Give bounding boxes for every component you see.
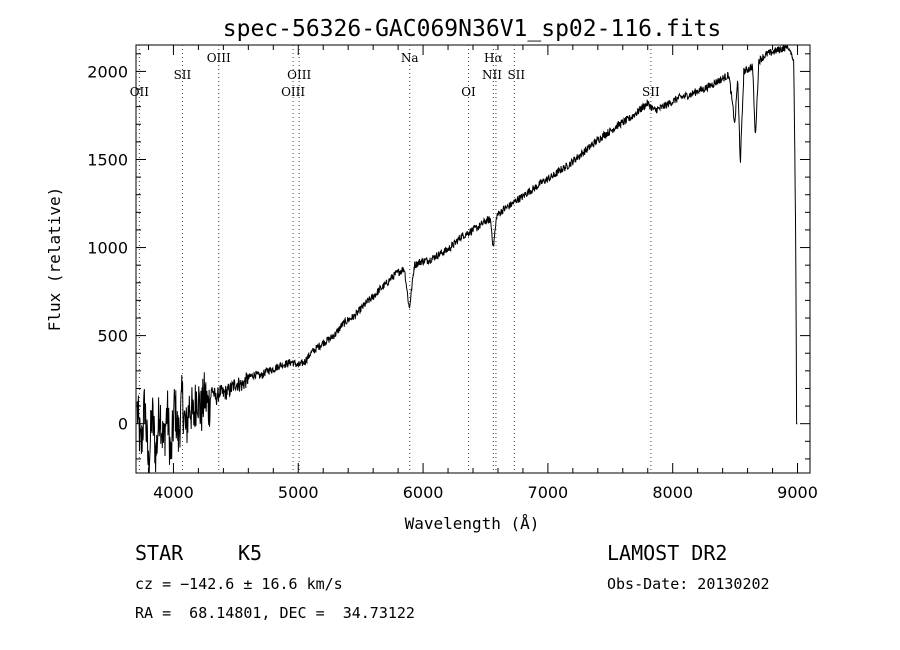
y-tick-label: 500: [97, 327, 128, 346]
y-axis-label: Flux (relative): [45, 187, 64, 332]
x-tick-label: 9000: [777, 483, 818, 502]
line-label: OII: [130, 85, 150, 99]
y-axis-ticks: 0 500 1000 1500 2000: [87, 53, 810, 460]
x-tick-label: 6000: [403, 483, 444, 502]
spectrum-line: [136, 44, 798, 473]
line-label: NII: [482, 68, 502, 82]
line-label: SII: [507, 68, 525, 82]
plot-frame: [135, 44, 811, 474]
sky-coordinates: RA = 68.14801, DEC = 34.73122: [135, 604, 415, 622]
line-label: Hα: [484, 51, 503, 65]
x-axis-label: Wavelength (Å): [405, 514, 540, 533]
line-label: OI: [461, 85, 476, 99]
chart-title: spec-56326-GAC069N36V1_sp02-116.fits: [223, 16, 722, 42]
y-tick-label: 1500: [87, 150, 128, 169]
y-tick-label: 1000: [87, 239, 128, 258]
spectral-subclass: K5: [238, 541, 263, 565]
x-tick-label: 5000: [278, 483, 319, 502]
x-axis-ticks: 4000 5000 6000 7000 8000 9000: [147, 45, 818, 502]
line-label: OIII: [281, 85, 305, 99]
x-tick-label: 7000: [528, 483, 569, 502]
line-label: Na: [401, 51, 419, 65]
line-label: SII: [642, 85, 660, 99]
y-tick-label: 2000: [87, 62, 128, 81]
x-tick-label: 8000: [652, 483, 693, 502]
survey-name: LAMOST DR2: [607, 541, 728, 565]
line-label: OIII: [287, 68, 311, 82]
y-tick-label: 0: [118, 415, 128, 434]
object-type: STAR: [135, 541, 184, 565]
line-label: SII: [174, 68, 192, 82]
x-tick-label: 4000: [153, 483, 194, 502]
line-label: OIII: [207, 51, 231, 65]
redshift-value: cz = −142.6 ± 16.6 km/s: [135, 575, 343, 593]
observation-date: Obs-Date: 20130202: [607, 575, 770, 593]
line-annotations: OII SII OIII OIII OIII Na OI Hα NII SII SII: [130, 45, 660, 473]
